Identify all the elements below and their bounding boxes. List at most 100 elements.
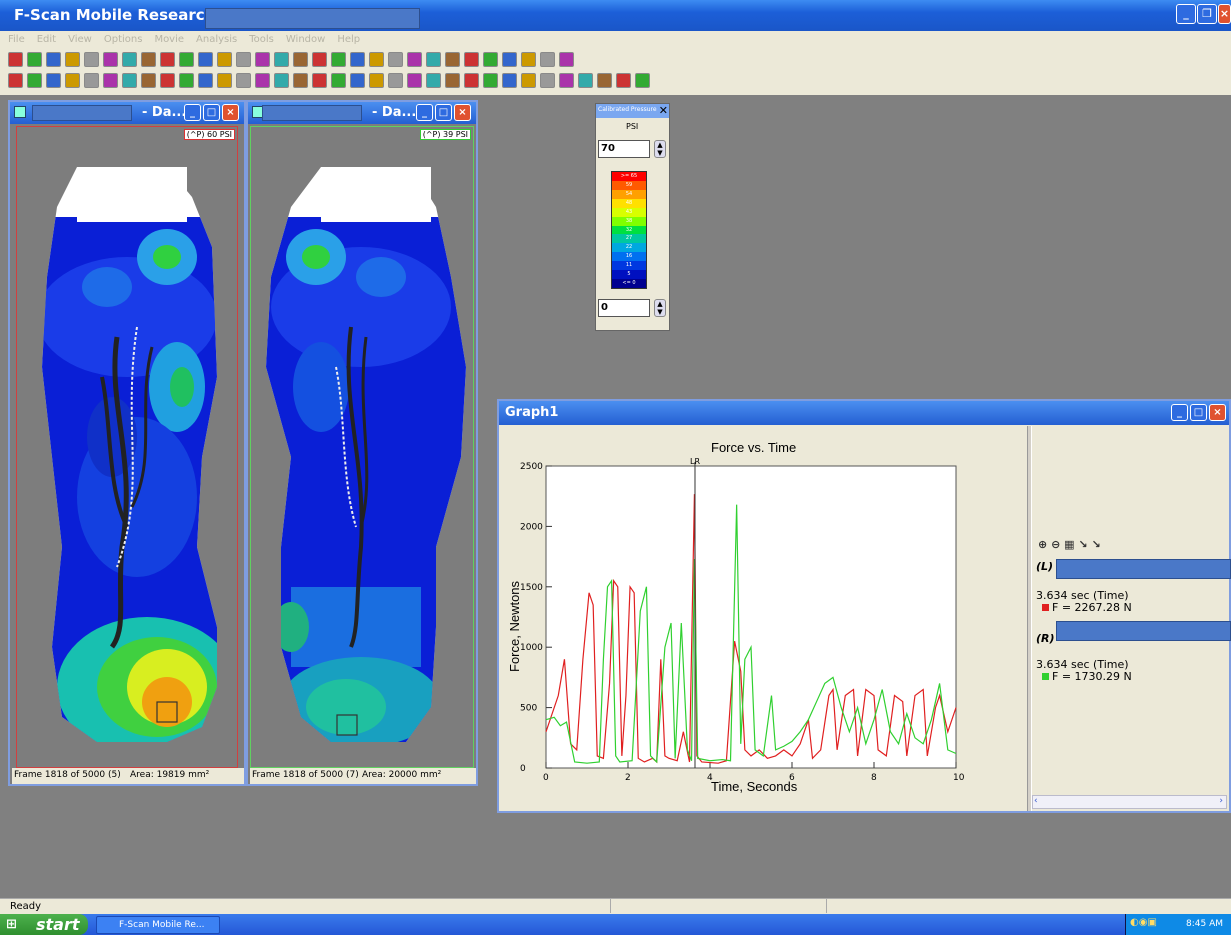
- toolbar1-button-17-icon[interactable]: [312, 52, 327, 67]
- toolbar1-button-27-icon[interactable]: [502, 52, 517, 67]
- toolbar2-button-8-icon[interactable]: [141, 73, 156, 88]
- toolbar1-button-24-icon[interactable]: [445, 52, 460, 67]
- toolbar2-button-10-icon[interactable]: [179, 73, 194, 88]
- toolbar1-button-14-icon[interactable]: [255, 52, 270, 67]
- zoom-in-icon[interactable]: ⊕: [1038, 538, 1048, 551]
- toolbar2-button-21-icon[interactable]: [388, 73, 403, 88]
- toolbar1-button-23-icon[interactable]: [426, 52, 441, 67]
- toolbar2-button-24-icon[interactable]: [445, 73, 460, 88]
- restore-button[interactable]: ❐: [1197, 4, 1217, 24]
- toolbar1-button-21-icon[interactable]: [388, 52, 403, 67]
- toolbar1-button-8-icon[interactable]: [141, 52, 156, 67]
- min-pressure-spinner[interactable]: ▲ ▼: [654, 299, 666, 317]
- left-maximize-button[interactable]: □: [203, 104, 220, 121]
- right-close-button[interactable]: ×: [454, 104, 471, 121]
- toolbar2-button-14-icon[interactable]: [255, 73, 270, 88]
- tray-icons[interactable]: ◐◉▣: [1130, 917, 1157, 928]
- toolbar2-button-32-icon[interactable]: [597, 73, 612, 88]
- toolbar1-button-18-icon[interactable]: [331, 52, 346, 67]
- menu-item-file[interactable]: File: [8, 34, 25, 45]
- toolbar2-button-4-icon[interactable]: [65, 73, 80, 88]
- toolbar2-button-16-icon[interactable]: [293, 73, 308, 88]
- toolbar2-button-5-icon[interactable]: [84, 73, 99, 88]
- force-time-chart[interactable]: Force vs. Time Time, Seconds Force, Newton…: [503, 426, 1027, 811]
- right-pressure-canvas[interactable]: (^P) 39 PSI: [250, 126, 474, 768]
- max-pressure-input[interactable]: 70: [598, 140, 650, 158]
- right-minimize-button[interactable]: _: [416, 104, 433, 121]
- toolbar2-button-31-icon[interactable]: [578, 73, 593, 88]
- toolbar2-button-12-icon[interactable]: [217, 73, 232, 88]
- toolbar1-button-16-icon[interactable]: [293, 52, 308, 67]
- menu-item-window[interactable]: Window: [285, 34, 326, 45]
- toolbar1-button-9-icon[interactable]: [160, 52, 175, 67]
- toolbar2-button-7-icon[interactable]: [122, 73, 137, 88]
- toolbar1-button-28-icon[interactable]: [521, 52, 536, 67]
- toolbar1-button-5-icon[interactable]: [84, 52, 99, 67]
- toolbar2-button-18-icon[interactable]: [331, 73, 346, 88]
- menu-item-edit[interactable]: Edit: [36, 34, 57, 45]
- left-pressure-canvas[interactable]: (^P) 60 PSI: [16, 126, 238, 768]
- toolbar2-button-6-icon[interactable]: [103, 73, 118, 88]
- table-icon[interactable]: ▦: [1064, 538, 1075, 551]
- pressure-legend-window[interactable]: Calibrated Pressure ✕ PSI 70 ▲ ▼ >= 65 59 5…: [595, 103, 670, 331]
- toolbar2-button-2-icon[interactable]: [27, 73, 42, 88]
- toolbar1-button-13-icon[interactable]: [236, 52, 251, 67]
- left-foot-window[interactable]: - Da... _ □ × (^P) 60 PSI: [8, 100, 246, 786]
- toolbar1-button-11-icon[interactable]: [198, 52, 213, 67]
- toolbar2-button-30-icon[interactable]: [559, 73, 574, 88]
- toolbar2-button-19-icon[interactable]: [350, 73, 365, 88]
- toolbar2-button-3-icon[interactable]: [46, 73, 61, 88]
- graph-window[interactable]: Graph1 _ □ × Force vs. Time Time, Seconds…: [497, 399, 1231, 813]
- toolbar1-button-1-icon[interactable]: [8, 52, 23, 67]
- toolbar2-button-20-icon[interactable]: [369, 73, 384, 88]
- toolbar2-button-28-icon[interactable]: [521, 73, 536, 88]
- toolbar1-button-25-icon[interactable]: [464, 52, 479, 67]
- toolbar1-button-3-icon[interactable]: [46, 52, 61, 67]
- scroll-left-icon[interactable]: ‹: [1034, 796, 1038, 806]
- menu-item-analysis[interactable]: Analysis: [196, 34, 238, 45]
- toolbar2-button-9-icon[interactable]: [160, 73, 175, 88]
- toolbar2-button-25-icon[interactable]: [464, 73, 479, 88]
- taskbar-task-button[interactable]: F-Scan Mobile Re...: [96, 916, 220, 934]
- left-minimize-button[interactable]: _: [184, 104, 201, 121]
- toolbar1-button-6-icon[interactable]: [103, 52, 118, 67]
- toolbar2-button-22-icon[interactable]: [407, 73, 422, 88]
- toolbar2-button-17-icon[interactable]: [312, 73, 327, 88]
- menu-item-movie[interactable]: Movie: [154, 34, 185, 45]
- toolbar1-button-7-icon[interactable]: [122, 52, 137, 67]
- cursor-right-icon[interactable]: ↘: [1091, 538, 1101, 551]
- min-pressure-input[interactable]: 0: [598, 299, 650, 317]
- start-button[interactable]: ⊞ start: [0, 914, 88, 935]
- close-button[interactable]: ×: [1218, 4, 1231, 24]
- toolbar1-button-22-icon[interactable]: [407, 52, 422, 67]
- right-maximize-button[interactable]: □: [435, 104, 452, 121]
- toolbar2-button-13-icon[interactable]: [236, 73, 251, 88]
- menu-item-help[interactable]: Help: [337, 34, 361, 45]
- pressure-legend-close-button[interactable]: ✕: [658, 104, 668, 117]
- toolbar2-button-23-icon[interactable]: [426, 73, 441, 88]
- toolbar2-button-11-icon[interactable]: [198, 73, 213, 88]
- minimize-button[interactable]: _: [1176, 4, 1196, 24]
- toolbar2-button-29-icon[interactable]: [540, 73, 555, 88]
- right-foot-window[interactable]: - Da... _ □ × (^P) 39 PSI: [246, 100, 478, 786]
- graph-maximize-button[interactable]: □: [1190, 404, 1207, 421]
- toolbar1-button-20-icon[interactable]: [369, 52, 384, 67]
- zoom-out-icon[interactable]: ⊖: [1051, 538, 1061, 551]
- toolbar1-button-2-icon[interactable]: [27, 52, 42, 67]
- toolbar1-button-26-icon[interactable]: [483, 52, 498, 67]
- toolbar1-button-12-icon[interactable]: [217, 52, 232, 67]
- toolbar1-button-4-icon[interactable]: [65, 52, 80, 67]
- menu-item-options[interactable]: Options: [103, 34, 143, 45]
- toolbar2-button-15-icon[interactable]: [274, 73, 289, 88]
- toolbar1-button-10-icon[interactable]: [179, 52, 194, 67]
- graph-minimize-button[interactable]: _: [1171, 404, 1188, 421]
- toolbar2-button-1-icon[interactable]: [8, 73, 23, 88]
- toolbar1-button-19-icon[interactable]: [350, 52, 365, 67]
- toolbar2-button-33-icon[interactable]: [616, 73, 631, 88]
- toolbar1-button-29-icon[interactable]: [540, 52, 555, 67]
- left-close-button[interactable]: ×: [222, 104, 239, 121]
- info-horizontal-scrollbar[interactable]: ‹ ›: [1032, 795, 1227, 809]
- max-pressure-spinner[interactable]: ▲ ▼: [654, 140, 666, 158]
- toolbar2-button-34-icon[interactable]: [635, 73, 650, 88]
- graph-splitter[interactable]: [1027, 426, 1032, 811]
